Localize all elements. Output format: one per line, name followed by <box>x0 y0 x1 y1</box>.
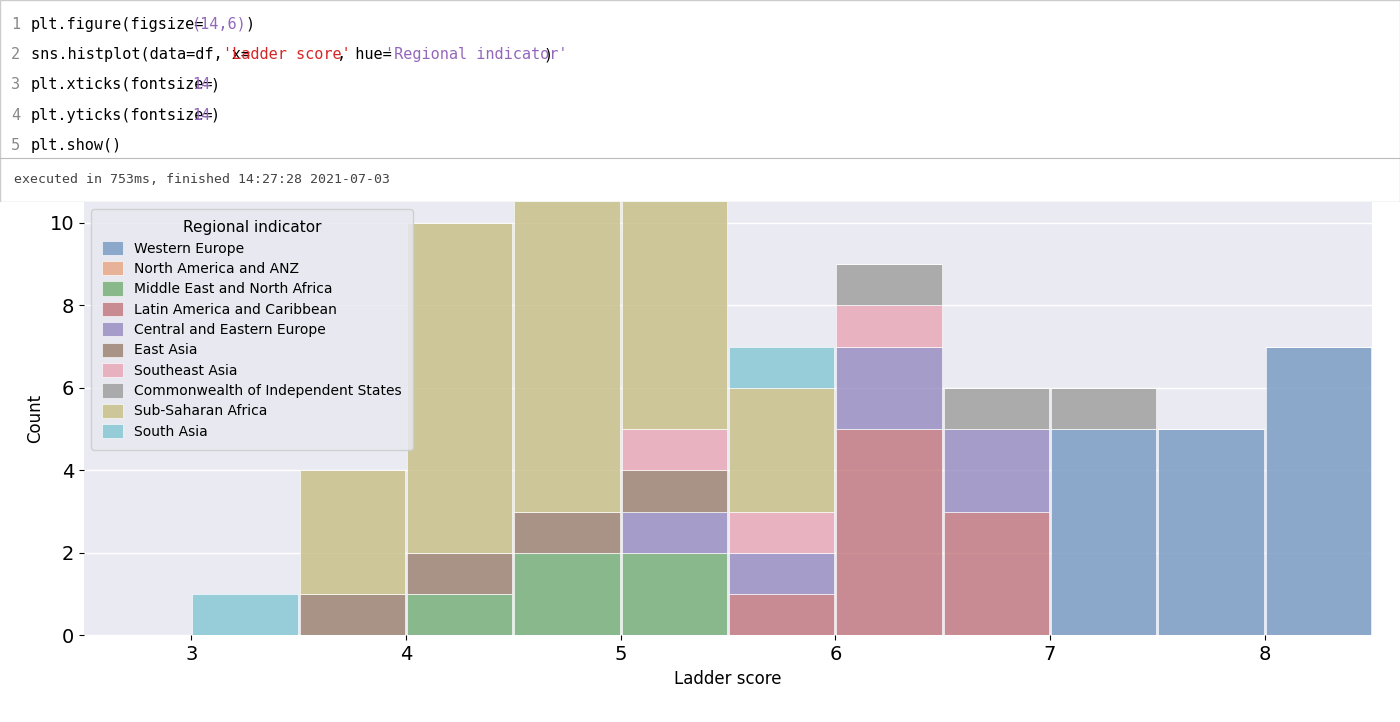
Bar <box>729 347 834 388</box>
Text: 5: 5 <box>11 138 21 153</box>
Bar <box>836 347 942 429</box>
Bar <box>1051 429 1156 635</box>
Bar <box>944 429 1049 512</box>
Bar <box>944 512 1049 635</box>
Bar <box>729 594 834 635</box>
Text: 'Regional indicator': 'Regional indicator' <box>385 47 567 62</box>
Bar <box>300 470 405 594</box>
Bar <box>836 305 942 347</box>
Text: plt.xticks(fontsize=: plt.xticks(fontsize= <box>31 77 213 92</box>
Text: 'Ladder score': 'Ladder score' <box>223 47 350 62</box>
Bar <box>300 594 405 635</box>
Text: 14: 14 <box>192 108 210 123</box>
Text: sns.histplot(data=df, x=: sns.histplot(data=df, x= <box>31 47 249 62</box>
Bar <box>729 512 834 553</box>
Bar <box>514 140 620 512</box>
Text: executed in 753ms, finished 14:27:28 2021-07-03: executed in 753ms, finished 14:27:28 202… <box>14 173 391 186</box>
Bar <box>622 17 727 429</box>
Text: 1: 1 <box>11 17 21 32</box>
Bar <box>514 512 620 553</box>
Bar <box>407 553 512 594</box>
Bar <box>407 594 512 635</box>
Bar <box>836 264 942 305</box>
Bar <box>622 470 727 512</box>
Text: 4: 4 <box>11 108 21 123</box>
Bar <box>836 429 942 635</box>
Y-axis label: Count: Count <box>27 394 43 443</box>
Legend: Western Europe, North America and ANZ, Middle East and North Africa, Latin Ameri: Western Europe, North America and ANZ, M… <box>91 209 413 450</box>
Bar <box>1051 388 1156 429</box>
Bar <box>514 553 620 635</box>
Text: ): ) <box>245 17 255 32</box>
Bar <box>729 553 834 594</box>
Text: 2: 2 <box>11 47 21 62</box>
Text: plt.yticks(fontsize=: plt.yticks(fontsize= <box>31 108 213 123</box>
Text: plt.show(): plt.show() <box>31 138 122 153</box>
Bar <box>622 512 727 553</box>
Bar <box>729 388 834 512</box>
Text: (14,6): (14,6) <box>192 17 246 32</box>
Text: ): ) <box>210 77 220 92</box>
Text: ): ) <box>543 47 553 62</box>
Bar <box>1266 347 1371 635</box>
Text: , hue=: , hue= <box>337 47 392 62</box>
Text: 3: 3 <box>11 77 21 92</box>
Bar <box>944 388 1049 429</box>
Bar <box>622 429 727 470</box>
Bar <box>407 223 512 553</box>
Text: plt.figure(figsize=: plt.figure(figsize= <box>31 17 204 32</box>
Bar <box>1158 429 1264 635</box>
Text: ): ) <box>210 108 220 123</box>
Text: 14: 14 <box>192 77 210 92</box>
X-axis label: Ladder score: Ladder score <box>675 669 781 687</box>
Bar <box>622 553 727 635</box>
Bar <box>192 594 298 635</box>
